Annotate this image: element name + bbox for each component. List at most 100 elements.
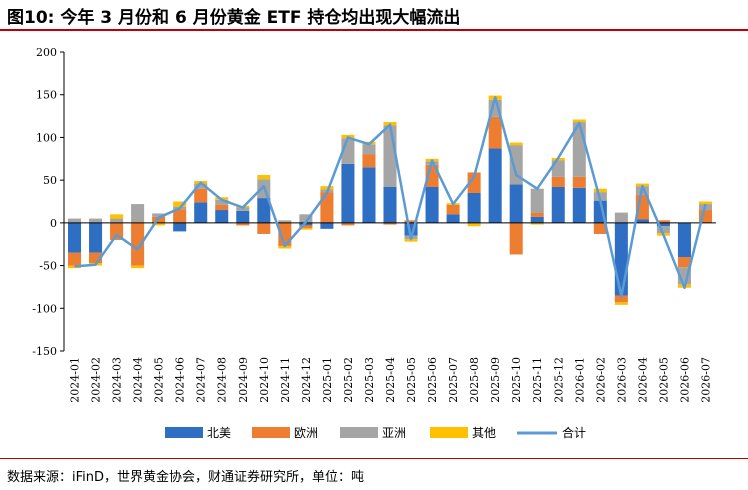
bar-segment-other [110,214,124,219]
legend-europe-swatch [252,427,290,438]
bar-segment-europe [383,222,397,225]
bar-segment-asia [656,226,670,234]
bar-segment-europe [488,116,502,149]
bar-segment-europe [299,225,313,228]
x-tick-label: 2024-04 [132,357,145,403]
x-tick-label: 2025-02 [342,357,355,403]
bar-segment-europe [362,154,376,168]
bar-segment-north-america [236,210,250,223]
bar-segment-europe [236,222,250,226]
x-tick-label: 2025-10 [510,357,523,403]
bar-segment-other [698,201,713,205]
bar-segment-asia [67,218,82,223]
x-tick-label: 2025-01 [321,357,334,403]
legend-north-america-swatch [165,427,203,438]
x-tick-label: 2025-05 [405,357,418,403]
legend-north-america-label: 北美 [207,426,231,440]
total-line [74,96,707,298]
x-tick-label: 2025-11 [531,357,544,403]
x-tick-label: 2025-09 [489,357,502,403]
x-tick-label: 2024-08 [216,357,229,403]
x-tick-label: 2024-02 [90,357,103,403]
bar-segment-europe [320,192,334,223]
x-tick-label: 2024-12 [300,357,313,403]
y-tick-label: 100 [36,131,57,144]
bar-segment-asia [152,213,166,217]
x-tick-label: 2024-05 [153,357,166,403]
bar-segment-europe [572,176,586,188]
bar-segment-asia [614,212,628,223]
y-tick-label: 50 [43,174,57,187]
bar-segment-other [593,188,607,193]
legend-total-label: 合计 [562,425,586,440]
bar-segment-north-america [383,186,397,223]
x-tick-label: 2024-01 [69,357,82,403]
legend-other-swatch [430,427,468,438]
bar-segment-other [404,239,418,242]
bar-segment-europe [404,220,418,223]
bar-segment-europe [89,252,103,264]
bar-segment-north-america [614,222,628,296]
bar-segment-other [530,222,544,225]
y-tick-label: -100 [32,302,57,315]
bar-segment-europe [509,222,523,255]
gold-etf-flow-chart: -150 -100 -50 0 50 100 150 200 2024-01 2024-02 202… [32,46,716,440]
x-tick-label: 2025-12 [552,357,565,403]
bar-segment-other [635,183,649,187]
bar-segment-other [614,302,628,305]
bar-segment-europe [677,257,691,268]
x-tick-label: 2024-03 [111,357,124,403]
chart-title: 图10: 今年 3 月份和 6 月份黄金 ETF 持仓均出现大幅流出 [7,8,461,28]
bar-segment-other [467,222,481,227]
x-tick-label: 2025-03 [363,357,376,403]
legend-asia-swatch [340,427,378,438]
x-tick-label: 2024-10 [258,357,271,403]
x-tick-label: 2026-02 [594,357,607,403]
bar-segment-other [572,119,586,123]
bar-segment-asia [131,204,145,223]
bar-segment-asia [215,199,229,205]
title-rule [0,29,748,31]
bar-segment-north-america [467,192,481,223]
y-tick-label: 0 [50,217,57,230]
bar-segment-asia [299,214,313,223]
bar-segment-north-america [677,222,691,258]
y-tick-label: 200 [36,46,57,59]
x-tick-label: 2025-08 [468,357,481,403]
bar-segment-europe [215,204,229,211]
x-tick-label: 2025-04 [384,357,397,403]
bar-segment-north-america [656,222,670,227]
x-tick-label: 2026-07 [699,357,712,403]
bar-segment-other [173,201,187,207]
bar-segment-europe [131,222,145,266]
bar-segment-asia [362,144,376,155]
bar-segment-other [131,265,145,269]
bar-segment-asia [194,183,208,189]
x-tick-label: 2024-07 [195,357,208,403]
bar-segment-north-america [572,187,586,223]
bar-segment-north-america [67,222,82,253]
bar-segment-other [152,222,166,226]
y-tick-label: 150 [36,89,57,102]
bar-segment-other [320,186,334,190]
bar-segment-europe [341,222,355,226]
bar-segment-north-america [215,210,229,223]
x-tick-label: 2025-06 [426,357,439,403]
x-tick-label: 2024-06 [174,357,187,403]
bar-segment-north-america [362,167,376,223]
x-tick-label: 2025-07 [447,357,460,403]
source-note: 数据来源：iFinD，世界黄金协会，财通证券研究所，单位：吨 [7,470,365,485]
bar-segment-north-america [425,186,439,223]
bar-segment-other [509,142,523,146]
bar-segment-europe [173,209,187,223]
y-tick-label: -50 [39,260,57,273]
bar-segment-north-america [257,198,271,223]
bar-segment-north-america [341,163,355,223]
bar-segment-europe [67,252,82,266]
x-tick-label: 2026-01 [573,357,586,403]
bar-segment-north-america [320,222,334,229]
source-rule [0,458,748,459]
bar-segment-other [299,227,313,230]
bar-segment-north-america [194,202,208,223]
bar-segment-asia [236,207,250,211]
